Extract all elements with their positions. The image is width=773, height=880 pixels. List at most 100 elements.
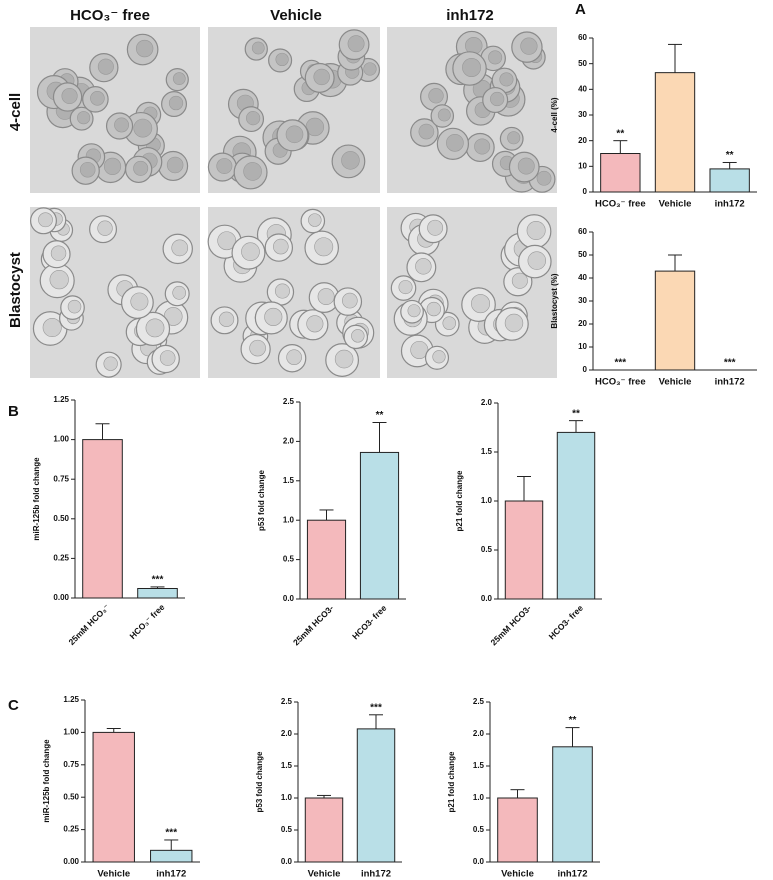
cell-inner — [172, 285, 187, 300]
y-tick-label: 1.00 — [63, 728, 79, 737]
cell-inner — [488, 50, 503, 65]
bar — [504, 500, 544, 600]
cell-inner — [133, 160, 149, 176]
bar — [150, 849, 193, 863]
y-tick-label: 1.0 — [283, 515, 295, 524]
cell-inner — [77, 111, 91, 125]
cell-inner — [67, 299, 82, 314]
row-label: 4-cell — [7, 93, 24, 131]
cell-inner — [351, 329, 365, 343]
y-tick-label: 0.00 — [53, 593, 69, 602]
cell-inner — [427, 219, 444, 236]
cell-inner — [218, 311, 235, 327]
cell-inner — [334, 349, 354, 369]
y-tick-label: 2.5 — [283, 397, 295, 406]
bar — [654, 72, 696, 193]
y-tick-label: 40 — [578, 84, 587, 93]
cell-inner — [313, 68, 330, 86]
bar — [600, 153, 641, 193]
significance: *** — [152, 575, 164, 586]
y-tick-label: 2.5 — [281, 697, 293, 706]
cell-inner — [166, 156, 184, 174]
y-tick-label: 2.0 — [481, 398, 493, 407]
cell-inner — [341, 151, 360, 170]
cell-inner — [145, 318, 165, 338]
y-tick-label: 50 — [578, 250, 587, 259]
bar — [304, 797, 344, 863]
y-tick-label: 2.0 — [281, 729, 293, 738]
cell-inner — [243, 162, 262, 181]
y-tick-label: 0.5 — [281, 825, 293, 834]
cell-inner — [49, 270, 69, 290]
y-tick-label: 0.0 — [281, 857, 293, 866]
y-tick-label: 30 — [578, 296, 587, 305]
y-tick-label: 0.5 — [473, 825, 485, 834]
x-tick-label: HCO₃⁻ free — [595, 199, 646, 210]
y-tick-label: 20 — [578, 319, 587, 328]
y-axis-label: p21 fold change — [455, 470, 464, 531]
cell-inner — [42, 318, 62, 338]
significance: *** — [370, 702, 382, 713]
bar — [552, 746, 593, 863]
cell-inner — [216, 158, 233, 175]
cell-inner — [432, 350, 446, 364]
x-tick-label: Vehicle — [659, 199, 692, 210]
bar — [556, 431, 596, 600]
y-axis-label: p53 fold change — [257, 470, 266, 531]
cell-inner — [286, 349, 302, 366]
y-tick-label: 1.5 — [473, 761, 485, 770]
significance: *** — [614, 358, 626, 369]
cell-inner — [504, 313, 524, 333]
cell-inner — [114, 117, 130, 133]
panel-label: C — [8, 697, 19, 714]
y-tick-label: 1.25 — [63, 695, 79, 704]
y-tick-label: 0.25 — [63, 825, 79, 834]
cell-inner — [249, 339, 266, 357]
y-tick-label: 0.00 — [63, 857, 79, 866]
cell-inner — [133, 118, 153, 138]
cell-inner — [442, 316, 457, 330]
x-tick-label: inh172 — [361, 869, 391, 880]
cell-inner — [241, 242, 260, 262]
y-axis-label: 4-cell (%) — [550, 97, 559, 132]
y-tick-label: 0 — [583, 187, 588, 196]
cell-inner — [103, 157, 122, 175]
x-tick-label: Vehicle — [501, 869, 534, 880]
cell-inner — [217, 231, 237, 251]
x-tick-label: 25mM HCO₃⁻ — [66, 602, 111, 647]
y-tick-label: 0.5 — [283, 555, 295, 564]
cell-inner — [251, 41, 265, 55]
y-tick-label: 1.0 — [481, 496, 493, 505]
cell-inner — [274, 283, 290, 299]
cell-inner — [342, 292, 358, 309]
x-tick-label: Vehicle — [659, 377, 692, 388]
bar — [137, 587, 178, 599]
cell-inner — [317, 288, 335, 306]
cell-inner — [314, 237, 334, 257]
cell-inner — [103, 356, 118, 371]
bar — [359, 451, 400, 600]
significance: ** — [376, 410, 384, 421]
cell-inner — [306, 315, 324, 333]
y-tick-label: 0.25 — [53, 554, 69, 563]
y-tick-label: 40 — [578, 273, 587, 282]
cell-inner — [97, 220, 113, 236]
cell-inner — [275, 52, 289, 67]
cell-inner — [50, 245, 67, 261]
cell-inner — [462, 58, 482, 77]
y-axis-label: Blastocyst (%) — [550, 273, 559, 328]
x-tick-label: inh172 — [557, 869, 587, 880]
row-label: Blastocyst — [7, 252, 24, 328]
cell-inner — [308, 213, 322, 227]
y-tick-label: 0.0 — [473, 857, 485, 866]
x-tick-label: inh172 — [156, 869, 186, 880]
cell-inner — [285, 125, 304, 144]
x-tick-label: 25mM HCO3- — [489, 603, 534, 648]
cell-inner — [246, 111, 261, 126]
y-tick-label: 2.5 — [473, 697, 485, 706]
y-tick-label: 0.75 — [63, 760, 79, 769]
x-tick-label: 25mM HCO3- — [291, 603, 336, 648]
y-tick-label: 0.75 — [53, 474, 69, 483]
y-tick-label: 1.25 — [53, 395, 69, 404]
bar — [356, 728, 396, 863]
